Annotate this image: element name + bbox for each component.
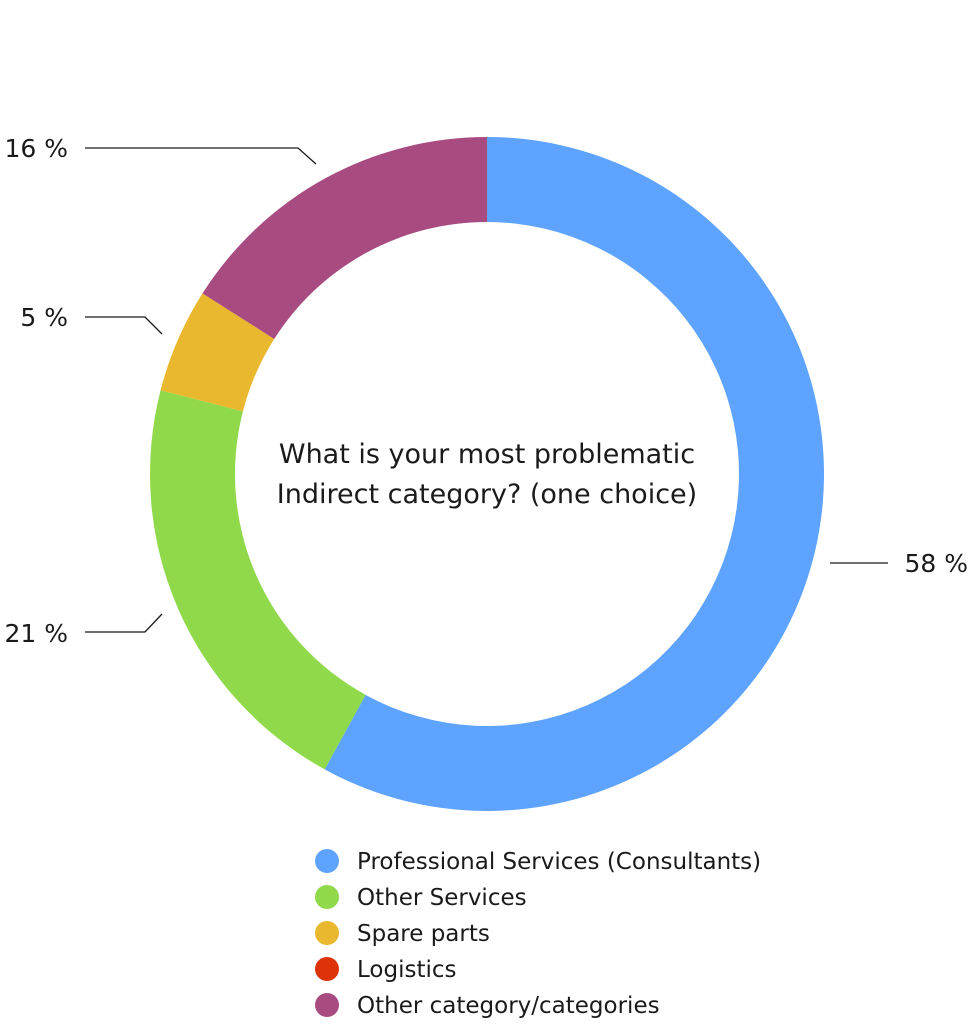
legend-item-other-category-categories: Other category/categories [315,993,660,1019]
legend-swatch-other-services [315,885,339,909]
percent-label-professional-services-consultants: 58 % [904,549,968,578]
slice-spare-parts [160,293,275,412]
legend-label-other-services: Other Services [357,885,527,911]
legend-item-spare-parts: Spare parts [315,921,490,947]
legend-swatch-logistics [315,957,339,981]
legend-label-other-category-categories: Other category/categories [357,993,660,1019]
leader-line-spare-parts [85,316,163,335]
leader-line-other-category-categories [85,147,317,165]
percent-labels: 58 % 21 % 5 % 16 % [4,134,968,648]
legend-label-logistics: Logistics [357,957,457,983]
slice-other-category-categories [202,137,487,339]
legend-label-spare-parts: Spare parts [357,921,490,947]
legend-item-professional-services-consultants: Professional Services (Consultants) [315,849,761,875]
legend-swatch-spare-parts [315,921,339,945]
label-leader-lines [85,147,888,633]
legend: Professional Services (Consultants) Other… [315,849,761,1019]
leader-line-other-services [85,613,163,633]
slice-other-services [149,390,366,770]
legend-label-professional-services-consultants: Professional Services (Consultants) [357,849,761,875]
percent-label-other-category-categories: 16 % [4,134,68,163]
donut-slices [149,137,824,811]
slice-professional-services-consultants [324,137,824,811]
legend-item-other-services: Other Services [315,885,527,911]
chart-title-line-1: What is your most problematic [279,439,695,470]
percent-label-other-services: 21 % [4,619,68,648]
legend-swatch-other-category-categories [315,993,339,1017]
chart-title-line-2: Indirect category? (one choice) [277,479,697,510]
legend-item-logistics: Logistics [315,957,457,983]
percent-label-spare-parts: 5 % [20,303,68,332]
legend-swatch-professional-services-consultants [315,849,339,873]
